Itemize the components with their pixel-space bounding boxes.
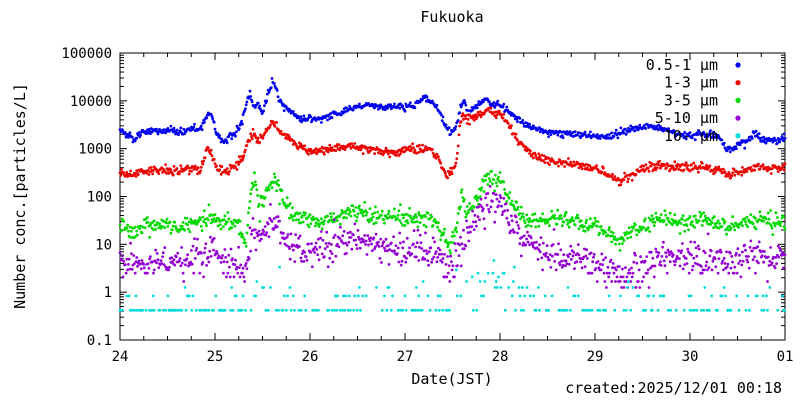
- axes-layer: 24 25 26 27 28 29 30 01 0.1 1 10 100 1000 10000 100000: [61, 46, 793, 365]
- plot-layer: [118, 77, 787, 312]
- legend-label: 5-10 μm: [655, 109, 718, 127]
- x-axis-label: Date(JST): [411, 370, 492, 388]
- svg-text:0.1: 0.1: [87, 333, 112, 349]
- series-points-1: [118, 106, 787, 187]
- svg-text:25: 25: [207, 349, 224, 365]
- svg-text:10000: 10000: [70, 94, 112, 110]
- legend-marker: [735, 97, 741, 103]
- legend-label: 0.5-1 μm: [646, 56, 718, 74]
- svg-text:1: 1: [104, 285, 112, 301]
- legend-marker: [735, 133, 741, 139]
- series-points-0: [118, 77, 787, 154]
- chart-title: Fukuoka: [420, 8, 483, 26]
- legend-marker: [735, 80, 741, 86]
- series-points-2: [118, 170, 787, 255]
- svg-text:100000: 100000: [61, 46, 112, 62]
- legend-label: 3-5 μm: [664, 91, 718, 109]
- svg-text:100: 100: [87, 190, 112, 206]
- legend-label: 10- μm: [664, 127, 718, 145]
- svg-text:1000: 1000: [78, 142, 112, 158]
- svg-text:24: 24: [112, 349, 129, 365]
- svg-text:26: 26: [302, 349, 319, 365]
- svg-text:27: 27: [397, 349, 414, 365]
- created-timestamp: created:2025/12/01 00:18: [565, 379, 782, 397]
- y-axis-label: Number conc.[particles/L]: [11, 83, 29, 309]
- svg-text:01: 01: [777, 349, 794, 365]
- svg-text:10: 10: [95, 237, 112, 253]
- series-points-4: [118, 259, 786, 312]
- svg-text:29: 29: [587, 349, 604, 365]
- legend-marker: [735, 115, 741, 121]
- svg-text:30: 30: [682, 349, 699, 365]
- legend-label: 1-3 μm: [664, 74, 718, 92]
- series-points-3: [118, 185, 787, 289]
- legend-marker: [735, 62, 741, 68]
- svg-text:28: 28: [492, 349, 509, 365]
